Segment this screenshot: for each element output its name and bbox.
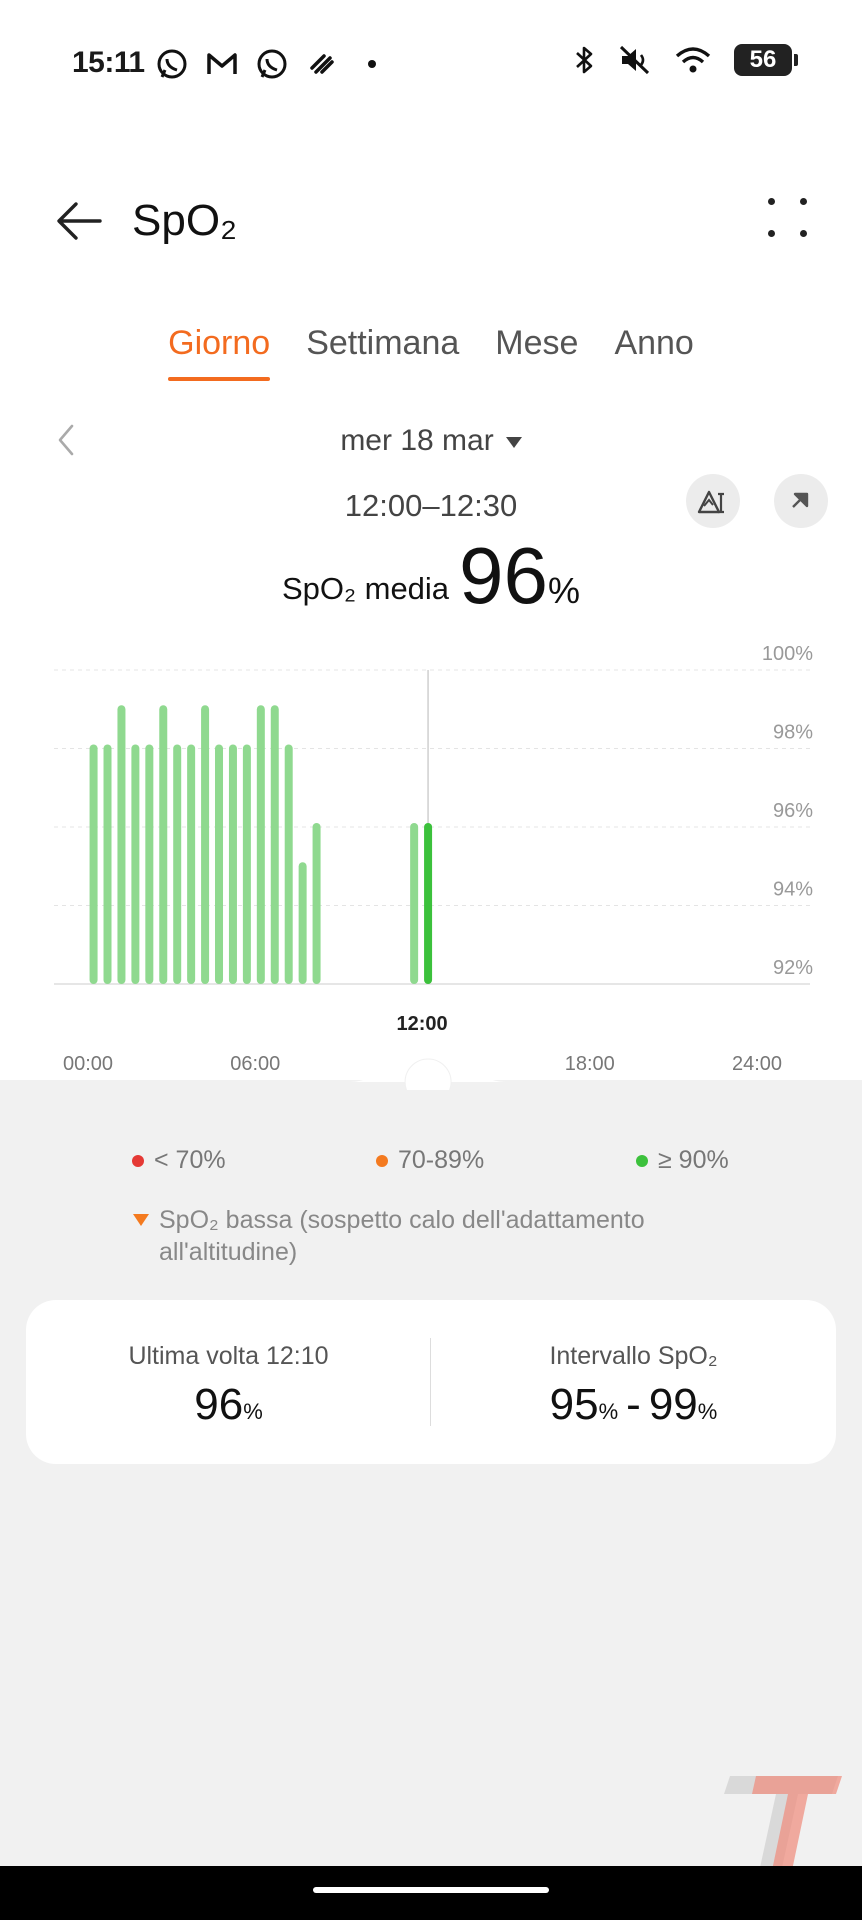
chart-bar[interactable] <box>312 823 321 984</box>
tuttotech-logo-icon <box>724 1776 842 1886</box>
x-tick-label: 18:00 <box>565 1053 615 1075</box>
app-icon <box>310 54 334 74</box>
x-tick-label: 06:00 <box>230 1053 280 1075</box>
chart-bar[interactable] <box>270 705 279 984</box>
legend-label: < 70% <box>154 1146 226 1174</box>
chart-bar[interactable] <box>410 823 419 984</box>
y-tick-label: 92% <box>773 957 813 979</box>
whatsapp-icon-2 <box>257 49 287 79</box>
last-value-unit: % <box>243 1399 263 1424</box>
chart-bar[interactable] <box>215 744 224 985</box>
notification-icons <box>154 46 390 82</box>
legend-item-low: 70-89% <box>376 1146 484 1175</box>
status-time: 15:11 <box>72 46 145 79</box>
time-slider-handle[interactable] <box>404 1058 452 1090</box>
spo2-range: Intervallo SpO₂ 95% -99% <box>431 1300 836 1464</box>
home-gesture-handle[interactable] <box>313 1887 549 1893</box>
dropdown-caret-icon <box>505 436 522 448</box>
wifi-icon <box>675 47 711 73</box>
average-unit: % <box>548 570 581 611</box>
bluetooth-icon <box>576 46 593 74</box>
last-measurement-label: Ultima volta 12:10 <box>128 1342 329 1370</box>
low-spo2-note-line1: SpO₂ bassa (sospetto calo dell'adattamen… <box>159 1206 645 1234</box>
mountain-altitude-icon <box>697 490 724 514</box>
chart-bar[interactable] <box>187 744 196 985</box>
spo2-range-value: 95% -99% <box>431 1380 836 1430</box>
x-tick-label: 24:00 <box>732 1053 782 1075</box>
average-spo2: SpO₂ media 96% <box>0 530 862 622</box>
chart-bar[interactable] <box>173 744 182 985</box>
chart-bar[interactable] <box>424 823 433 984</box>
status-bar: 15:11 56 <box>0 0 862 130</box>
tab-giorno[interactable]: Giorno <box>168 320 271 381</box>
legend-label: ≥ 90% <box>658 1146 729 1174</box>
altitude-mode-button[interactable] <box>686 474 740 528</box>
more-options-icon[interactable] <box>762 190 818 246</box>
chart-bar[interactable] <box>298 862 307 984</box>
last-measurement: Ultima volta 12:10 96% <box>26 1300 431 1464</box>
range-min: 95 <box>549 1380 599 1429</box>
whatsapp-icon <box>157 49 187 79</box>
legend-green-dot-icon <box>636 1154 648 1167</box>
expand-icon <box>792 492 809 508</box>
chart-bar[interactable] <box>89 744 98 985</box>
last-value-number: 96 <box>194 1380 244 1429</box>
selected-time-range: 12:00–12:30 <box>344 488 518 523</box>
low-spo2-note: SpO₂ bassa (sospetto calo dell'adattamen… <box>132 1204 732 1268</box>
chart-bar[interactable] <box>284 744 293 985</box>
chart-bar[interactable] <box>103 744 112 985</box>
average-value: 96 <box>459 531 549 620</box>
legend-orange-dot-icon <box>376 1154 388 1167</box>
y-tick-label: 98% <box>773 722 813 744</box>
range-separator: - <box>626 1380 641 1429</box>
period-tabs: Giorno Settimana Mese Anno <box>0 320 862 381</box>
chart-bar[interactable] <box>228 744 237 985</box>
x-tick-label: 00:00 <box>63 1053 113 1075</box>
back-arrow-icon[interactable] <box>52 194 106 248</box>
dot-icon <box>368 60 376 68</box>
card-divider <box>430 1338 431 1426</box>
page-title: SpO₂ <box>132 196 238 245</box>
selected-time-label: 12:00 <box>396 1013 447 1035</box>
chart-svg[interactable]: 100% 98% 96% 94% 92% 12:00 00:00 06:00 18:00 24:0… <box>0 630 862 1090</box>
legend-label: 70-89% <box>398 1146 485 1174</box>
previous-day-chevron-icon[interactable] <box>52 420 80 460</box>
mute-icon <box>619 45 650 75</box>
tab-settimana[interactable]: Settimana <box>306 324 460 362</box>
chart-bar[interactable] <box>201 705 210 984</box>
low-spo2-triangle-icon <box>133 1214 149 1226</box>
y-tick-label: 94% <box>773 879 813 901</box>
legend-item-critical: < 70% <box>132 1146 226 1175</box>
range-max-unit: % <box>697 1399 718 1424</box>
chart-bar[interactable] <box>145 744 154 985</box>
gmail-icon <box>207 53 237 74</box>
range-max: 99 <box>648 1380 698 1429</box>
system-navigation-bar <box>0 1866 862 1920</box>
spo2-chart[interactable]: 100% 98% 96% 94% 92% 12:00 00:00 06:00 18:00 24:0… <box>0 630 862 1090</box>
average-label: SpO₂ media <box>281 571 450 606</box>
tab-anno[interactable]: Anno <box>614 324 694 362</box>
stats-card: Ultima volta 12:10 96% Intervallo SpO₂ 9… <box>26 1300 836 1464</box>
chart-bar[interactable] <box>256 705 265 984</box>
y-tick-label: 96% <box>773 800 813 822</box>
y-tick-label: 100% <box>762 643 813 665</box>
low-spo2-note-line2: all'altitudine) <box>159 1238 298 1266</box>
chart-bar[interactable] <box>242 744 251 985</box>
battery-icon: 56 <box>734 44 798 76</box>
last-measurement-value: 96% <box>26 1380 431 1430</box>
date-selector[interactable]: mer 18 mar <box>0 424 862 458</box>
fullscreen-button[interactable] <box>774 474 828 528</box>
range-min-unit: % <box>598 1399 619 1424</box>
app-bar: SpO₂ <box>0 180 862 260</box>
chart-bar[interactable] <box>117 705 126 984</box>
spo2-range-label: Intervallo SpO₂ <box>549 1342 718 1370</box>
chart-bar[interactable] <box>131 744 140 985</box>
tab-mese[interactable]: Mese <box>495 324 579 362</box>
date-label: mer 18 mar <box>340 424 494 457</box>
legend-red-dot-icon <box>132 1154 144 1167</box>
legend-item-normal: ≥ 90% <box>636 1146 729 1175</box>
system-icons: 56 <box>572 44 798 76</box>
legend: < 70% 70-89% ≥ 90% <box>0 1146 862 1186</box>
chart-bar[interactable] <box>159 705 168 984</box>
